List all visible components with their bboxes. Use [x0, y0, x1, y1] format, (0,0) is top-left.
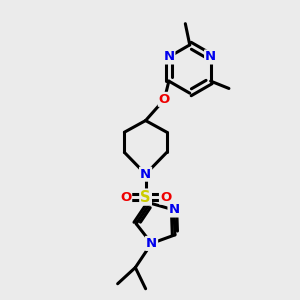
Text: O: O — [159, 93, 170, 106]
Text: O: O — [160, 190, 171, 204]
Text: N: N — [163, 50, 174, 64]
Text: N: N — [205, 50, 216, 64]
Text: N: N — [146, 237, 157, 250]
Text: S: S — [140, 190, 151, 205]
Text: N: N — [169, 203, 180, 217]
Text: O: O — [120, 190, 131, 204]
Text: N: N — [140, 168, 151, 181]
